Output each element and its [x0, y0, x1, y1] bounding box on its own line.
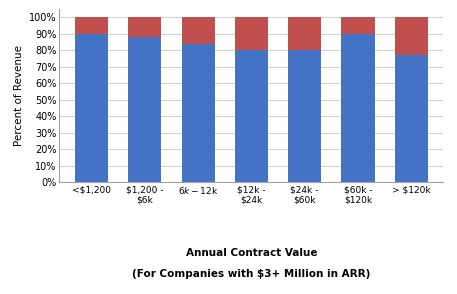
- Bar: [181, 44, 215, 182]
- Bar: [128, 37, 161, 182]
- Text: (For Companies with $3+ Million in ARR): (For Companies with $3+ Million in ARR): [132, 269, 371, 279]
- Text: Annual Contract Value: Annual Contract Value: [186, 248, 317, 258]
- Bar: [288, 50, 321, 182]
- Bar: [395, 55, 428, 182]
- Bar: [395, 17, 428, 55]
- Y-axis label: Percent of Revenue: Percent of Revenue: [14, 45, 24, 146]
- Bar: [181, 17, 215, 44]
- Bar: [341, 34, 375, 182]
- Bar: [288, 17, 321, 50]
- Bar: [341, 17, 375, 34]
- Bar: [75, 17, 108, 34]
- Bar: [128, 17, 161, 37]
- Bar: [235, 17, 268, 50]
- Bar: [75, 34, 108, 182]
- Bar: [235, 50, 268, 182]
